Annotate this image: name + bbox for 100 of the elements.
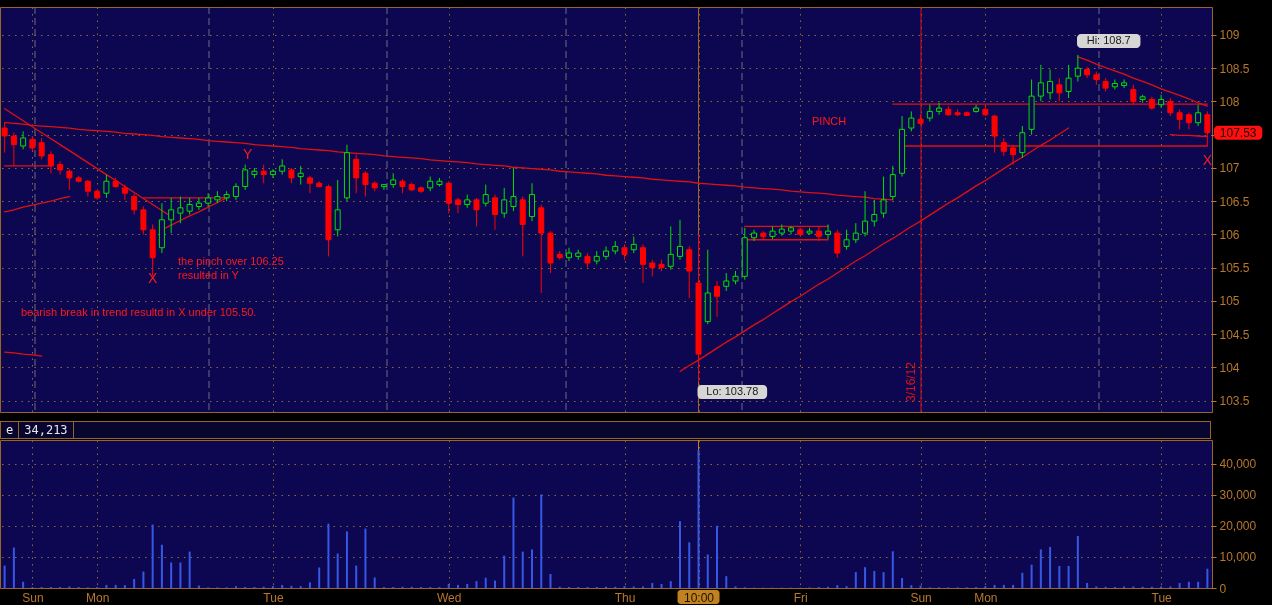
candlestick: [528, 182, 535, 222]
bar: [503, 555, 506, 588]
annotation: PINCH: [812, 115, 847, 127]
candlestick: [880, 176, 887, 219]
bar: [1178, 583, 1181, 588]
bar: [170, 562, 173, 588]
bar: [891, 551, 894, 588]
line-series: [3, 195, 71, 213]
bar: [882, 572, 885, 588]
candlestick: [177, 196, 184, 224]
bar: [854, 572, 857, 588]
candlestick: [121, 184, 128, 201]
bar: [725, 576, 728, 588]
bar: [540, 494, 543, 588]
bar: [456, 584, 459, 588]
candlestick: [751, 229, 758, 242]
candlestick: [1130, 84, 1137, 106]
y-tick-label: 106.5: [1219, 194, 1250, 209]
candlestick: [871, 199, 878, 227]
bar: [1067, 565, 1070, 588]
bar: [1187, 581, 1190, 588]
candlestick: [491, 194, 498, 231]
y-tick-label: 40,000: [1219, 457, 1257, 472]
bar: [308, 582, 311, 588]
x-tick-label: Wed: [436, 590, 462, 605]
y-tick-label: 108: [1219, 94, 1240, 109]
bar: [512, 497, 515, 588]
y-tick-label: 10,000: [1219, 550, 1257, 565]
candlestick: [1195, 104, 1202, 127]
annotation: X: [1202, 151, 1213, 168]
candlestick: [473, 197, 480, 227]
bar: [1030, 564, 1033, 588]
candlestick: [1047, 69, 1054, 100]
candlestick: [1111, 78, 1118, 90]
bar: [364, 528, 367, 588]
candlestick: [38, 137, 45, 160]
bar: [327, 523, 330, 588]
bar: [660, 583, 663, 588]
bar: [1086, 583, 1089, 588]
bar: [355, 565, 358, 588]
bar: [336, 553, 339, 588]
bar: [133, 578, 136, 588]
bar: [688, 542, 691, 588]
bar: [669, 581, 672, 588]
bar: [114, 584, 117, 588]
y-tick-label: 106: [1219, 227, 1240, 242]
candlestick: [10, 132, 17, 167]
candlestick: [1084, 66, 1091, 79]
bar: [373, 577, 376, 588]
bar: [1012, 584, 1015, 588]
candlestick: [353, 154, 360, 194]
bar: [12, 547, 15, 588]
bar: [836, 585, 839, 588]
candlestick: [131, 192, 138, 215]
text: 107.53: [1219, 125, 1257, 140]
bar: [1049, 546, 1052, 588]
y-tick-label: 0: [1219, 581, 1227, 596]
annotation: Hi: 108.7: [1086, 34, 1131, 46]
annotation: resulted in Y: [178, 269, 240, 281]
bar: [864, 567, 867, 588]
bar: [484, 577, 487, 588]
candlestick: [510, 167, 517, 212]
x-tick-label: Thu: [614, 590, 636, 605]
candlestick: [852, 222, 859, 244]
candlestick: [686, 245, 693, 299]
y-tick-label: 104.5: [1219, 327, 1250, 342]
y-tick-label: 109: [1219, 28, 1240, 43]
y-tick-label: 108.5: [1219, 61, 1250, 76]
candlestick: [269, 168, 276, 179]
candlestick: [445, 180, 452, 214]
candlestick: [1204, 110, 1211, 147]
x-tick-label: Sun: [910, 590, 932, 605]
bar: [521, 551, 524, 588]
x-tick-label: Tue: [1151, 590, 1173, 605]
candlestick: [862, 190, 869, 237]
candlestick: [297, 165, 304, 186]
y-tick-label: 103.5: [1219, 394, 1250, 409]
annotation: 3/16/12: [904, 361, 918, 402]
bar: [188, 551, 191, 588]
bar: [318, 567, 321, 588]
candlestick: [1037, 64, 1044, 102]
bar: [651, 583, 654, 588]
bar: [493, 580, 496, 588]
candlestick: [714, 280, 721, 318]
y-tick-label: 105: [1219, 294, 1240, 309]
x-tick-label: Mon: [85, 590, 110, 605]
readout-bar: e 34,213: [0, 421, 1211, 439]
candlestick: [57, 160, 64, 176]
bar: [475, 581, 478, 588]
candlestick: [1, 122, 8, 154]
bar: [3, 565, 6, 588]
candlestick: [1010, 144, 1017, 166]
candlestick: [565, 247, 572, 262]
candlestick: [1121, 78, 1128, 89]
candlestick: [1056, 77, 1063, 102]
candlestick: [1074, 54, 1081, 82]
bar: [549, 574, 552, 588]
x-tick-label: 10:00: [684, 590, 715, 605]
bar: [716, 525, 719, 588]
candlestick: [936, 102, 943, 116]
